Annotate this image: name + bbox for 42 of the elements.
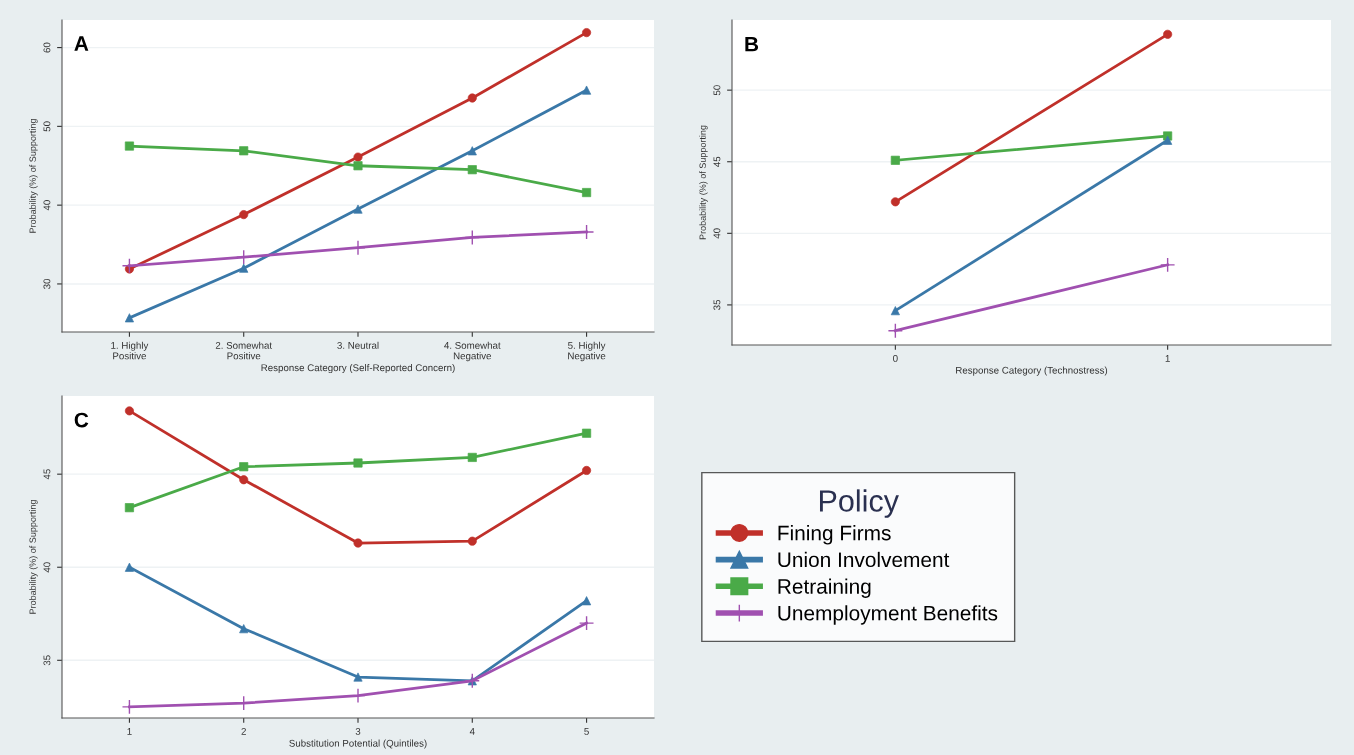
y-tick-label: 35 [713,299,721,310]
x-tick-label: 1 [1165,355,1170,362]
point [578,615,595,631]
x-axis-title: Response Category (Self-Reported Concern) [261,364,455,374]
y-tick-label: 50 [43,121,51,132]
y-tick-label: 30 [43,278,51,289]
y-tick-label: 45 [43,469,51,480]
point [887,323,904,339]
legend-label: Unemployment Benefits [778,605,998,625]
y-tick-label: 45 [713,156,721,167]
x-tick-label: 4. Somewhat Negative [444,341,501,362]
y-tick-label: 50 [713,85,721,96]
y-tick-label: 40 [43,562,51,573]
text: B [745,37,759,52]
y-axis-title: Probability (%) of Supporting [699,125,708,240]
x-tick-label: 1 [127,728,132,735]
y-axis-title: Probability (%) of Supporting [29,119,38,233]
point [121,258,138,274]
x-tick-label: 5 [584,728,589,735]
y-axis-title: Probability (%) of Supporting [29,500,38,614]
y-tick-label: 40 [713,228,721,239]
y-tick-label: 35 [43,655,51,666]
y-tick-label: 60 [43,42,51,53]
legend-label: Fining Firms [778,525,891,545]
legend-title: Policy [819,489,899,518]
x-axis-title: Response Category (Technostress) [956,366,1108,376]
legend-label: Union Involvement [778,551,950,568]
x-axis-title: Substitution Potential (Quintiles) [289,739,427,749]
x-tick-label: 3 [355,727,361,735]
text: A [74,36,89,51]
legend-label: Retraining [778,578,871,598]
x-tick-label: 3. Neutral [337,341,379,349]
x-tick-label: 5. Highly Negative [568,341,606,362]
y-tick-label: 40 [43,200,51,211]
x-tick-label: 2 [241,727,246,735]
x-tick-label: 2. Somewhat Positive [215,341,273,360]
point [1159,257,1176,273]
x-tick-label: 1. Highly Positive [111,341,149,360]
text: C [74,412,89,428]
x-tick-label: 0 [893,354,898,362]
x-tick-label: 4 [469,728,475,735]
point [464,229,480,246]
